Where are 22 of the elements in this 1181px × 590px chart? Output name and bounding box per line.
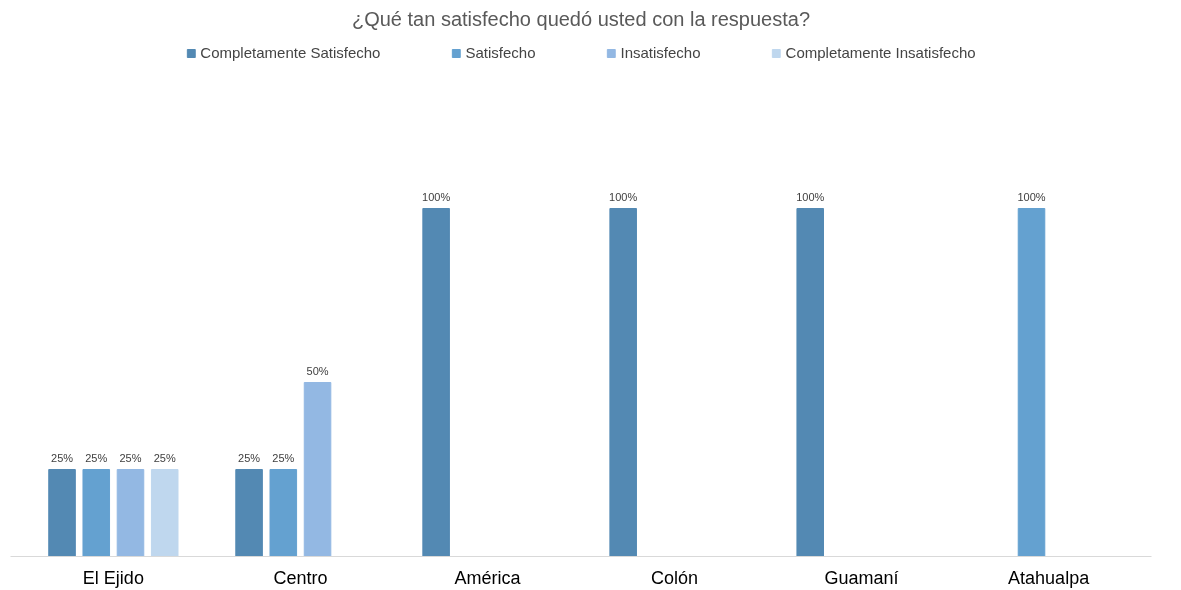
data-label: 100% — [796, 190, 825, 203]
x-tick-label: Colón — [651, 567, 699, 588]
legend-label: Completamente Insatisfecho — [785, 44, 976, 61]
data-label: 25% — [272, 451, 295, 464]
data-label: 100% — [609, 190, 638, 203]
legend-label: Insatisfecho — [620, 44, 701, 61]
data-label: 25% — [119, 451, 142, 464]
data-label: 25% — [153, 451, 176, 464]
x-tick-label: Guamaní — [824, 567, 899, 588]
data-label: 25% — [51, 451, 74, 464]
data-label: 25% — [85, 451, 108, 464]
data-label: 25% — [238, 451, 261, 464]
x-tick-label: América — [454, 567, 522, 588]
x-tick-label: Atahualpa — [1008, 567, 1091, 588]
x-tick-label: Centro — [273, 567, 328, 588]
legend-label: Completamente Satisfecho — [200, 44, 381, 61]
legend-label: Satisfecho — [465, 44, 536, 61]
data-label: 100% — [1017, 190, 1046, 203]
x-tick-label: El Ejido — [82, 567, 144, 588]
data-label: 100% — [422, 190, 451, 203]
data-label: 50% — [306, 364, 329, 377]
chart-title: ¿Qué tan satisfecho quedó usted con la respuesta? — [351, 7, 811, 30]
